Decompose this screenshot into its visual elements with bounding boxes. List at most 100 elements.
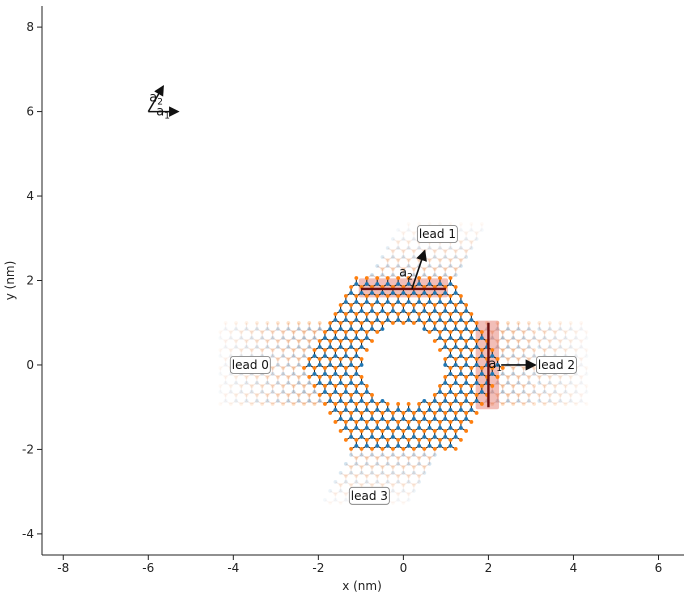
- site-sublattice-a: [323, 336, 327, 340]
- site-sublattice-b: [448, 330, 453, 334]
- site-sublattice-a: [474, 345, 479, 349]
- lead-site: [585, 390, 589, 394]
- lead-site: [380, 453, 385, 457]
- lead-site: [579, 357, 584, 361]
- lead-site: [579, 339, 584, 343]
- lead-site: [406, 492, 411, 496]
- lead-bond: [424, 463, 430, 468]
- lead-site: [516, 357, 521, 361]
- lead-bond: [507, 337, 514, 342]
- lead-bond: [251, 346, 258, 351]
- lead-bond: [350, 463, 357, 468]
- site-sublattice-b: [343, 330, 348, 334]
- lead-bond: [580, 400, 587, 405]
- lead-site: [500, 372, 505, 376]
- site-sublattice-a: [380, 327, 385, 331]
- site-sublattice-b: [453, 339, 458, 343]
- lead-site: [521, 390, 526, 394]
- lead-site: [380, 255, 385, 259]
- lead-bond: [267, 337, 273, 342]
- site-sublattice-b: [459, 420, 463, 424]
- site-sublattice-a: [448, 336, 453, 340]
- site-sublattice-a: [317, 381, 322, 385]
- lead-site: [396, 264, 401, 268]
- lead-site: [317, 327, 322, 331]
- lead-bond: [371, 472, 378, 477]
- lead-site: [585, 384, 589, 388]
- site-sublattice-a: [474, 363, 479, 367]
- lead-site: [568, 399, 573, 403]
- lead-bond: [434, 256, 441, 261]
- site-sublattice-b: [349, 375, 353, 379]
- lead-bond: [293, 346, 300, 351]
- site-sublattice-a: [448, 318, 453, 322]
- lead-site: [526, 375, 531, 379]
- site-sublattice-b: [328, 321, 333, 325]
- lead-bond: [246, 382, 253, 387]
- lead-site: [396, 258, 401, 262]
- lead-bond: [220, 400, 226, 405]
- lead-bond: [350, 472, 357, 477]
- lead-bond: [575, 346, 582, 351]
- lead-bond: [408, 229, 415, 234]
- lead-bond: [261, 373, 268, 378]
- lead-site: [500, 402, 505, 406]
- lead-site: [448, 264, 453, 268]
- lead-bond: [502, 391, 509, 396]
- x-tick-label: -4: [227, 561, 239, 575]
- site-sublattice-b: [490, 384, 495, 388]
- lead-site: [411, 489, 416, 493]
- lead-bond: [272, 337, 279, 342]
- lead-bond: [230, 400, 237, 405]
- lead-bond: [220, 337, 226, 342]
- lead-site: [558, 393, 563, 397]
- site-sublattice-a: [343, 318, 348, 322]
- site-sublattice-a: [354, 318, 359, 322]
- lead-site: [275, 381, 280, 385]
- site-sublattice-a: [338, 363, 343, 367]
- lead-site: [585, 354, 589, 358]
- lead-site: [228, 390, 233, 394]
- site-sublattice-b: [338, 411, 343, 415]
- site-sublattice-a: [349, 327, 353, 331]
- site-sublattice-b: [364, 276, 369, 280]
- lead-site: [396, 240, 401, 244]
- lead-bond: [251, 382, 258, 387]
- lead-site: [506, 375, 510, 379]
- site-sublattice-b: [438, 276, 442, 280]
- site-sublattice-b: [323, 348, 327, 352]
- site-sublattice-b: [453, 393, 458, 397]
- site-sublattice-a: [438, 318, 442, 322]
- site-sublattice-b: [354, 366, 359, 370]
- site-sublattice-a: [359, 309, 364, 313]
- lead-site: [521, 384, 526, 388]
- lead-site: [291, 402, 296, 406]
- site-sublattice-b: [448, 276, 453, 280]
- lead-site: [547, 321, 552, 325]
- lead-site: [239, 390, 244, 394]
- site-sublattice-a: [396, 426, 401, 430]
- lead-bond: [397, 472, 404, 477]
- lead-bond: [560, 382, 566, 387]
- lead-bond: [575, 328, 582, 333]
- lead-site: [568, 381, 573, 385]
- lead-site: [385, 480, 390, 484]
- site-sublattice-a: [391, 291, 395, 295]
- lead-site: [438, 258, 442, 262]
- site-sublattice-b: [333, 330, 338, 334]
- lead-bond: [256, 328, 263, 333]
- lead-bond: [267, 373, 273, 378]
- lead-site: [568, 339, 573, 343]
- lead-site: [464, 249, 469, 253]
- lead-3-label-box: lead 3: [348, 486, 390, 505]
- lead-bond: [261, 382, 268, 387]
- site-sublattice-b: [396, 420, 401, 424]
- lead-bond: [549, 346, 556, 351]
- lead-bond: [549, 337, 556, 342]
- site-sublattice-a: [364, 318, 369, 322]
- lead-site: [281, 402, 286, 406]
- lead-bond: [528, 355, 535, 360]
- lead-site: [401, 465, 406, 469]
- lead-site: [333, 492, 338, 496]
- site-sublattice-a: [459, 372, 463, 376]
